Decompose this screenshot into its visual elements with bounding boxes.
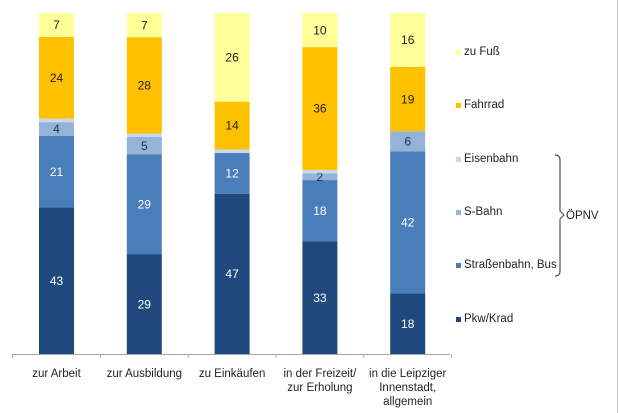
bar-segment-fahrrad: [390, 67, 426, 132]
x-tick-label: in der Freizeit/zur Erholung: [283, 368, 357, 394]
x-axis-labels: zur Arbeit zur Ausbildung zu Einkäufen in d…: [32, 368, 446, 408]
data-label: 29: [138, 297, 152, 311]
data-label: 36: [313, 102, 327, 116]
bar-segment-zu-fu-: [302, 13, 338, 48]
data-label: 10: [313, 23, 327, 37]
x-tick-label: zur Arbeit: [32, 368, 81, 380]
data-label: 19: [401, 92, 415, 106]
data-label: 21: [50, 165, 64, 179]
x-tick-label: zu Einkäufen: [199, 368, 266, 380]
data-label: 5: [141, 139, 148, 153]
data-label: 42: [401, 216, 415, 230]
bar-segment-pkw-krad: [302, 241, 338, 354]
bar-segment-zu-fu-: [390, 13, 426, 68]
data-label: 28: [138, 79, 152, 93]
legend: zu Fuß Fahrrad Eisenbahn S-Bahn Straßenbahn,…: [456, 46, 557, 325]
bar-segment-s-bahn: [390, 131, 426, 152]
legend-marker: [456, 103, 461, 108]
x-tick-label: in die Leipziger Innenstadt, allgemein: [369, 368, 447, 408]
data-label: 6: [404, 134, 411, 148]
bar-segment-eisenbahn: [302, 169, 338, 174]
legend-marker: [456, 50, 461, 55]
bar-segment-stra-enbahn-bus: [390, 151, 426, 294]
bar-segment-s-bahn: [126, 137, 162, 155]
bar-segment-fahrrad: [214, 101, 250, 150]
bar-segment-pkw-krad: [126, 254, 162, 354]
bar-segment-fahrrad: [126, 37, 162, 134]
legend-label: Eisenbahn: [464, 153, 518, 165]
bar-segment-fahrrad: [39, 36, 74, 119]
data-label: 18: [313, 204, 327, 218]
bar-segment-stra-enbahn-bus: [302, 180, 338, 242]
bar-segment-zu-fu-: [39, 13, 74, 37]
bar-segment-pkw-krad: [39, 207, 74, 354]
legend-marker: [456, 210, 461, 215]
bar-segment-eisenbahn: [39, 118, 74, 123]
data-label: 47: [225, 267, 239, 281]
bar-segment-pkw-krad: [390, 293, 426, 354]
bar-segment-zu-fu-: [126, 13, 162, 38]
legend-label: Pkw/Krad: [464, 313, 513, 325]
data-label: 12: [225, 166, 239, 180]
x-axis: [12, 354, 453, 358]
group-brace-icon: [554, 154, 565, 277]
data-label: 33: [313, 291, 327, 305]
data-label: 2: [317, 170, 324, 184]
data-label: 7: [53, 18, 60, 32]
legend-marker: [456, 317, 461, 322]
bar-segment-fahrrad: [302, 47, 338, 170]
bar-segment-zu-fu-: [214, 13, 250, 102]
bar-segment-eisenbahn: [126, 133, 162, 137]
data-label: 16: [401, 33, 415, 47]
legend-label: S-Bahn: [464, 206, 502, 218]
x-tick-label: zur Ausbildung: [107, 368, 182, 380]
bar-segment-pkw-krad: [214, 193, 250, 354]
data-label: 18: [401, 317, 415, 331]
data-label: 26: [225, 51, 239, 65]
data-label: 7: [141, 18, 148, 32]
data-label: 4: [53, 122, 60, 136]
data-label: 14: [225, 119, 239, 133]
data-label: 24: [50, 71, 64, 85]
data-label: 43: [50, 274, 64, 288]
legend-marker: [456, 157, 461, 162]
oepnv-brace: ÖPNV: [554, 154, 599, 277]
legend-label: zu Fuß: [464, 46, 500, 58]
image-border: [617, 0, 618, 413]
group-label: ÖPNV: [566, 210, 599, 222]
bar-segment-stra-enbahn-bus: [214, 152, 250, 194]
bar-segment-eisenbahn: [214, 149, 250, 153]
bar-segment-stra-enbahn-bus: [39, 135, 74, 208]
legend-label: Fahrrad: [464, 99, 504, 111]
bar-segment-s-bahn: [302, 173, 338, 181]
bar-segment-stra-enbahn-bus: [126, 154, 162, 255]
legend-label: Straßenbahn, Bus: [464, 259, 557, 271]
legend-marker: [456, 263, 461, 268]
data-label: 29: [138, 197, 152, 211]
bars-group: 43 21 4 24 7 29 29 5 28 7 47 12 14 26 33 18 2 36 10 18 42 6 19…: [39, 13, 426, 354]
bar-segment-s-bahn: [39, 122, 74, 136]
